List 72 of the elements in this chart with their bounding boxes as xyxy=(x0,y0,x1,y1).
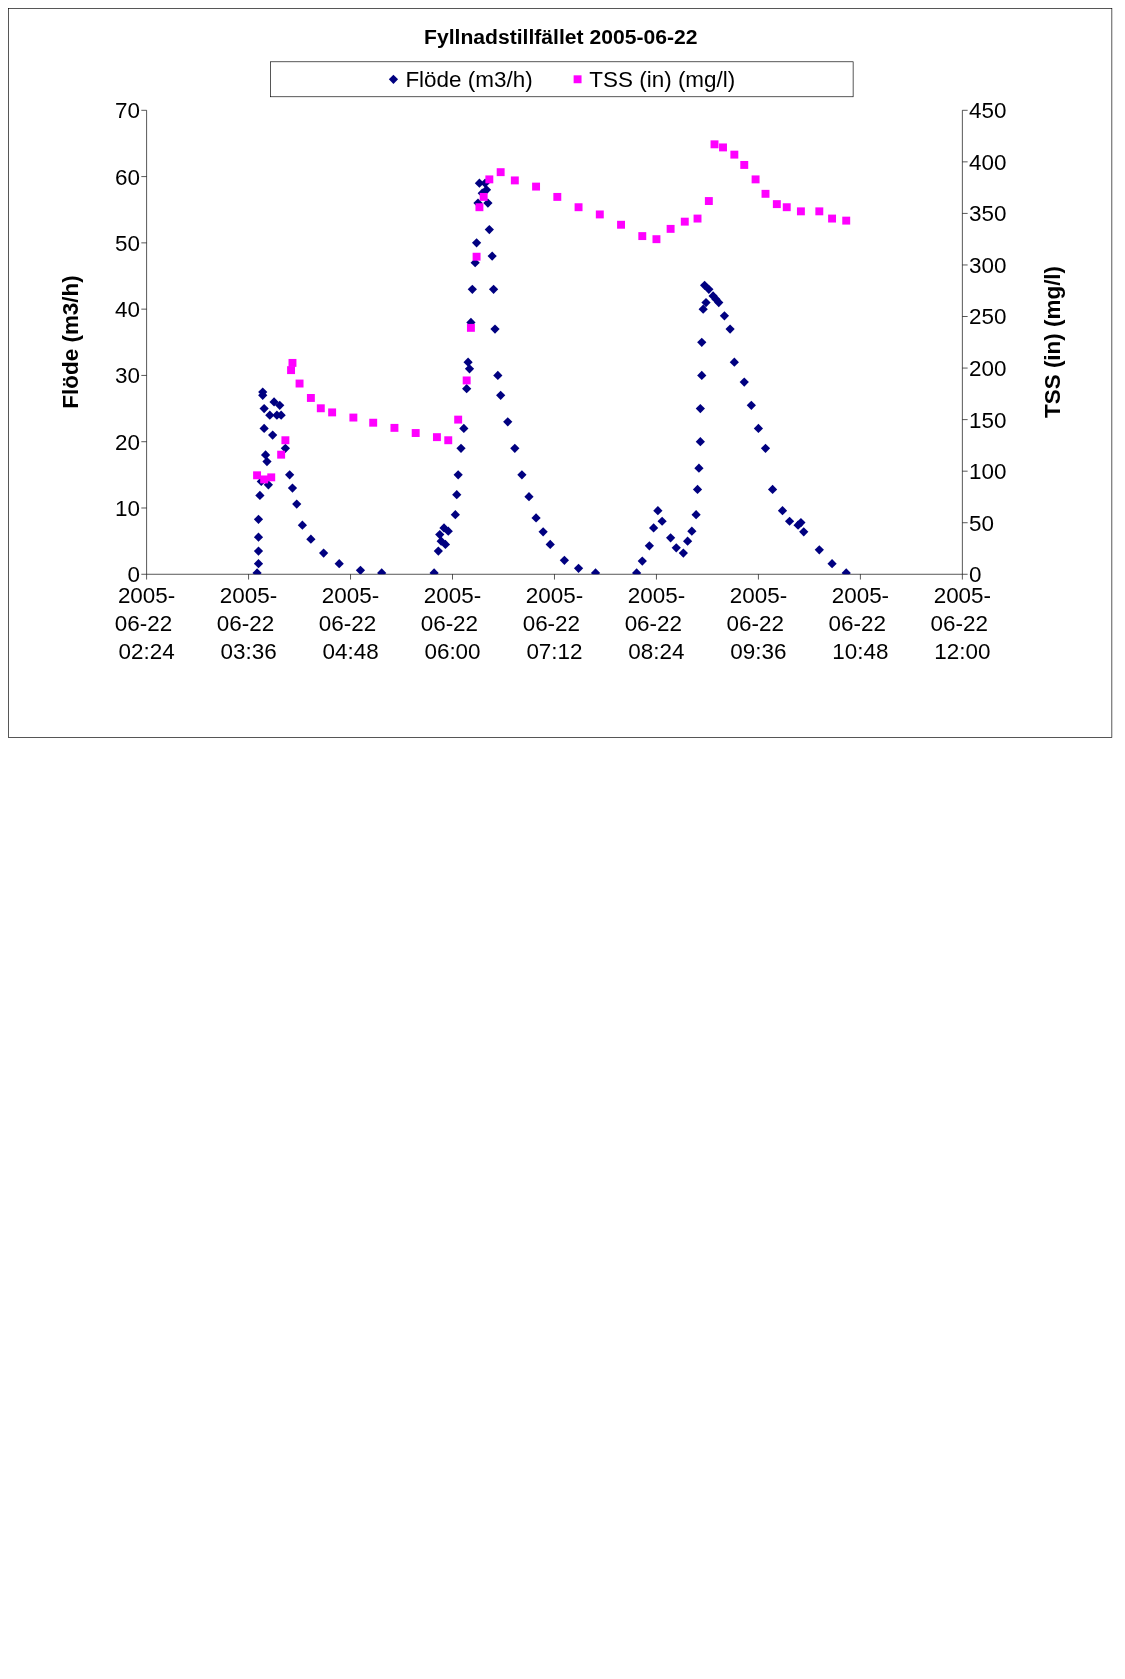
point xyxy=(475,203,484,212)
x-tick-label: 2005-06-22 09:36 xyxy=(726,583,791,665)
point xyxy=(328,408,337,417)
y2-axis-title: TSS (in) (mg/l) xyxy=(1039,265,1066,418)
y-tick-label: 60 xyxy=(115,164,140,190)
y-tick-label: 10 xyxy=(115,495,140,521)
point xyxy=(828,214,837,223)
y-tick-label: 30 xyxy=(115,363,140,389)
point xyxy=(444,436,453,445)
point xyxy=(574,203,583,212)
point xyxy=(316,404,325,413)
point xyxy=(432,433,441,442)
point xyxy=(666,224,675,233)
y2-tick-label: 200 xyxy=(968,356,1007,382)
point xyxy=(730,150,739,159)
y-tick-label: 20 xyxy=(115,429,140,455)
y2-tick-label: 450 xyxy=(968,98,1007,124)
point xyxy=(411,429,420,437)
point xyxy=(253,471,262,480)
point xyxy=(472,252,481,261)
point xyxy=(740,160,749,169)
point xyxy=(796,207,805,216)
point xyxy=(532,182,541,191)
x-tick-label: 2005-06-22 08:24 xyxy=(624,583,689,665)
point xyxy=(466,323,475,332)
point xyxy=(842,216,851,225)
point xyxy=(652,235,661,244)
y2-tick-label: 250 xyxy=(968,304,1007,330)
point xyxy=(390,423,399,432)
y-tick-label: 70 xyxy=(115,98,140,124)
point xyxy=(349,413,358,422)
point xyxy=(281,436,290,445)
y2-tick-label: 400 xyxy=(968,149,1007,175)
point xyxy=(772,200,781,209)
legend-label: TSS (in) (mg/l) xyxy=(589,66,736,93)
point xyxy=(617,220,625,229)
point xyxy=(704,197,713,205)
point xyxy=(369,418,378,427)
point xyxy=(719,143,727,152)
x-tick-label: 2005-06-22 07:12 xyxy=(522,583,587,665)
point xyxy=(680,217,689,226)
y-axis-title: Flöde (m3/h) xyxy=(57,275,84,409)
point xyxy=(277,450,286,459)
point xyxy=(510,176,519,185)
point xyxy=(287,366,296,375)
point xyxy=(260,475,269,484)
x-tick-label: 2005-06-22 06:00 xyxy=(420,583,485,665)
y2-tick-label: 100 xyxy=(968,459,1007,485)
x-tick-label: 2005-06-22 03:36 xyxy=(216,583,281,665)
point xyxy=(267,473,276,482)
point xyxy=(638,232,647,241)
point xyxy=(595,210,604,219)
legend-label: Flöde (m3/h) xyxy=(405,66,533,93)
point xyxy=(479,192,488,201)
y-tick-label: 50 xyxy=(115,230,140,256)
point xyxy=(553,192,562,201)
y2-tick-label: 50 xyxy=(968,510,994,536)
point xyxy=(454,415,463,424)
chart-title: Fyllnadstillfället 2005-06-22 xyxy=(423,24,699,49)
point xyxy=(306,394,315,402)
y2-tick-label: 150 xyxy=(968,407,1007,433)
point xyxy=(462,376,471,385)
x-tick-label: 2005-06-22 10:48 xyxy=(828,583,893,665)
y2-tick-label: 300 xyxy=(968,252,1007,278)
y-tick-label: 40 xyxy=(115,297,140,323)
point xyxy=(815,207,824,216)
y2-tick-label: 350 xyxy=(968,201,1007,227)
point xyxy=(485,175,494,184)
point xyxy=(496,168,505,177)
point xyxy=(751,175,760,184)
x-tick-label: 2005-06-22 04:48 xyxy=(318,583,383,665)
point xyxy=(782,203,791,212)
